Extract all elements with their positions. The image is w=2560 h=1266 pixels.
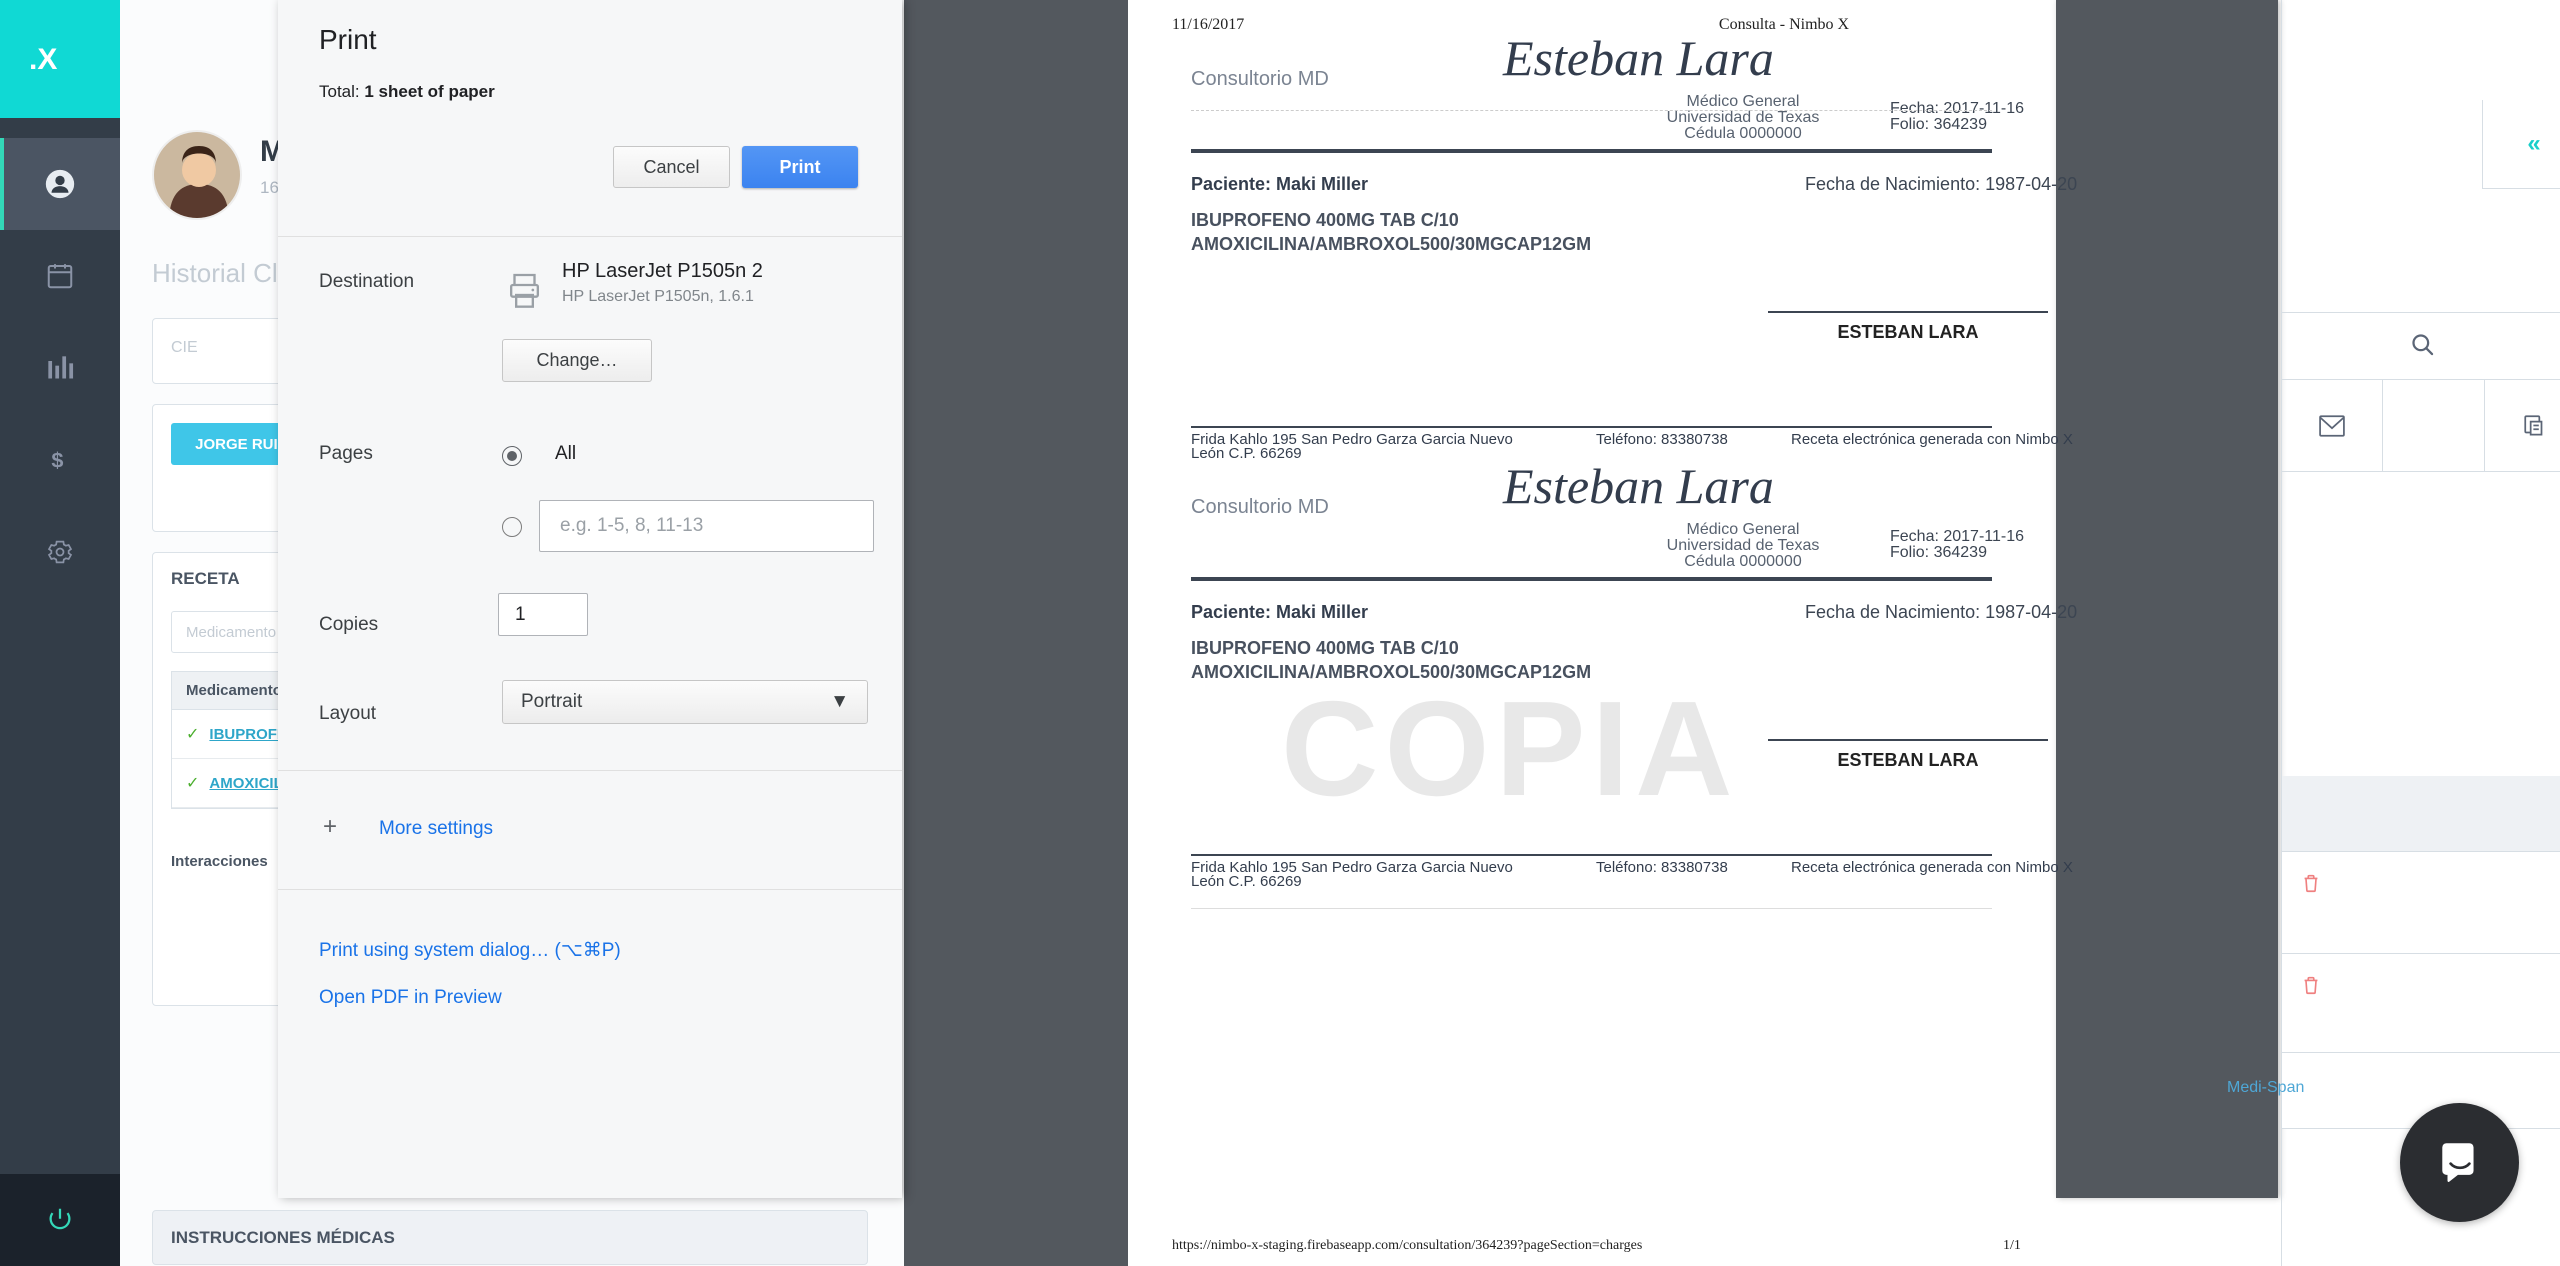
svg-text:$: $ [51, 448, 63, 473]
svg-text:.X: .X [29, 43, 57, 76]
